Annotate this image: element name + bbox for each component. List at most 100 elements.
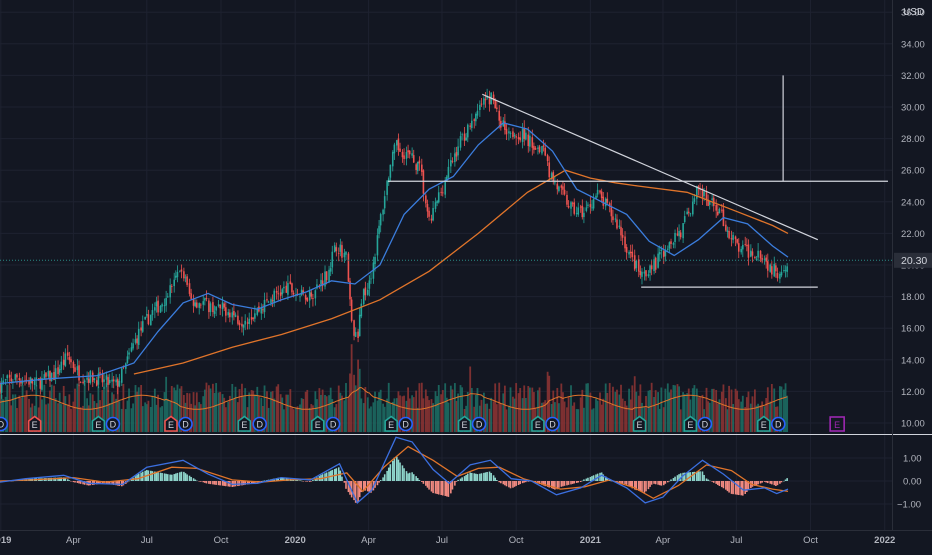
candle-body-up <box>461 134 463 136</box>
volume-bar <box>745 397 748 432</box>
earnings-event-icon[interactable]: E <box>27 415 42 432</box>
volume-bar <box>716 403 719 432</box>
macd-histogram-bar-up <box>389 464 392 481</box>
volume-bar <box>2 399 5 432</box>
macd-histogram-bar-down <box>751 481 754 487</box>
volume-bar <box>498 382 501 432</box>
dividend-event-icon[interactable]: D <box>178 416 193 432</box>
macd-histogram-bar-down <box>556 481 559 490</box>
macd-histogram-bar-down <box>74 481 76 483</box>
volume-bar <box>364 386 367 432</box>
volume-bar <box>308 407 311 432</box>
descending-trendline[interactable] <box>482 93 819 241</box>
volume-bar <box>165 376 168 432</box>
volume-bar <box>223 397 226 432</box>
dividend-event-icon[interactable]: D <box>398 416 413 432</box>
dividend-event-icon[interactable]: D <box>697 416 713 432</box>
candle-body-down <box>66 352 69 356</box>
candle-body-up <box>345 251 347 255</box>
candle-body-up <box>587 204 589 206</box>
volume-bar <box>140 384 143 432</box>
earnings-event-icon[interactable]: E <box>632 415 647 432</box>
macd-histogram-bar-up <box>275 478 278 481</box>
earnings-event-icon[interactable]: E <box>756 415 771 432</box>
dividend-event-icon[interactable]: D <box>325 416 341 432</box>
candle-body-down <box>39 378 42 389</box>
macd-histogram-bar-down <box>436 481 438 495</box>
volume-bar <box>720 391 723 432</box>
candle-body-up <box>173 279 176 287</box>
drawings[interactable] <box>387 75 888 288</box>
candle-body-down <box>74 367 76 372</box>
macd-histogram-bar-up <box>591 476 593 481</box>
candle-body-up <box>360 303 363 317</box>
dividend-event-icon[interactable]: D <box>545 416 560 432</box>
volume-bar <box>629 399 632 432</box>
volume-bar <box>693 385 696 432</box>
volume-bar <box>217 392 220 432</box>
volume-bar <box>252 390 255 432</box>
macd-histogram-bar-down <box>428 481 430 490</box>
volume-bar <box>544 400 547 432</box>
time-axis-label: Jul <box>730 535 742 546</box>
volume-bar <box>107 390 109 432</box>
candle-body-down <box>422 170 425 194</box>
earnings-event-icon[interactable]: E <box>683 415 698 432</box>
volume-bar <box>657 392 660 432</box>
candle-body-up <box>234 314 237 317</box>
earnings-event-icon[interactable]: E <box>237 415 252 432</box>
volume-bar <box>424 389 427 432</box>
macd-histogram-bar-down <box>657 481 659 485</box>
volume-bar <box>120 408 123 432</box>
volume-bar <box>379 389 382 432</box>
candle-body-up <box>54 368 57 379</box>
dividend-event-icon[interactable]: D <box>0 416 9 432</box>
macd-histogram-bar-up <box>383 474 386 481</box>
candle-body-up <box>366 289 369 295</box>
macd-histogram-bar-up <box>701 471 704 481</box>
candle-body-down <box>754 256 756 258</box>
candle-body-down <box>304 295 307 300</box>
candle-body-up <box>591 207 593 209</box>
earnings-event-icon[interactable]: E <box>829 416 845 432</box>
volume-bar <box>687 388 690 432</box>
volume-bar <box>765 397 768 432</box>
volume-bar <box>602 398 605 432</box>
earnings-event-icon[interactable]: E <box>164 415 178 432</box>
dividend-event-icon[interactable]: D <box>252 416 267 432</box>
earnings-event-icon[interactable]: E <box>384 415 398 432</box>
macd-histogram-bar-down <box>370 481 372 493</box>
macd-histogram-bar-up <box>141 471 144 481</box>
macd-histogram-bar-down <box>364 481 367 491</box>
volume-bar <box>635 391 638 432</box>
earnings-event-icon[interactable]: E <box>457 415 472 432</box>
volume-bar <box>190 403 193 432</box>
volume-bar <box>451 389 454 432</box>
dividend-event-icon[interactable]: D <box>770 416 786 432</box>
candle-body-up <box>159 305 162 313</box>
currency-label: USD <box>903 7 924 18</box>
candle-body-down <box>335 247 338 252</box>
candle-body-up <box>740 248 742 253</box>
volume-bar <box>490 397 493 432</box>
candle-body-down <box>285 285 288 293</box>
candle-body-down <box>418 160 421 164</box>
volume-bar <box>387 382 390 432</box>
macd-histogram-bar-up <box>401 465 404 481</box>
macd-histogram-bar-down <box>447 481 450 497</box>
candle-body-up <box>550 173 553 179</box>
dividend-event-icon[interactable]: D <box>471 416 487 432</box>
earnings-event-icon[interactable]: E <box>531 415 545 432</box>
dividend-event-icon[interactable]: D <box>105 416 121 432</box>
earnings-event-icon[interactable]: E <box>91 415 106 432</box>
volume-bar <box>97 386 100 432</box>
candle-body-down <box>219 304 221 309</box>
time-axis-label: 2019 <box>0 535 11 546</box>
macd-histogram-bar-down <box>732 481 734 495</box>
earnings-event-icon[interactable]: E <box>310 415 325 432</box>
price-axis-label: 32.00 <box>901 71 925 82</box>
volume-bar <box>145 404 148 432</box>
